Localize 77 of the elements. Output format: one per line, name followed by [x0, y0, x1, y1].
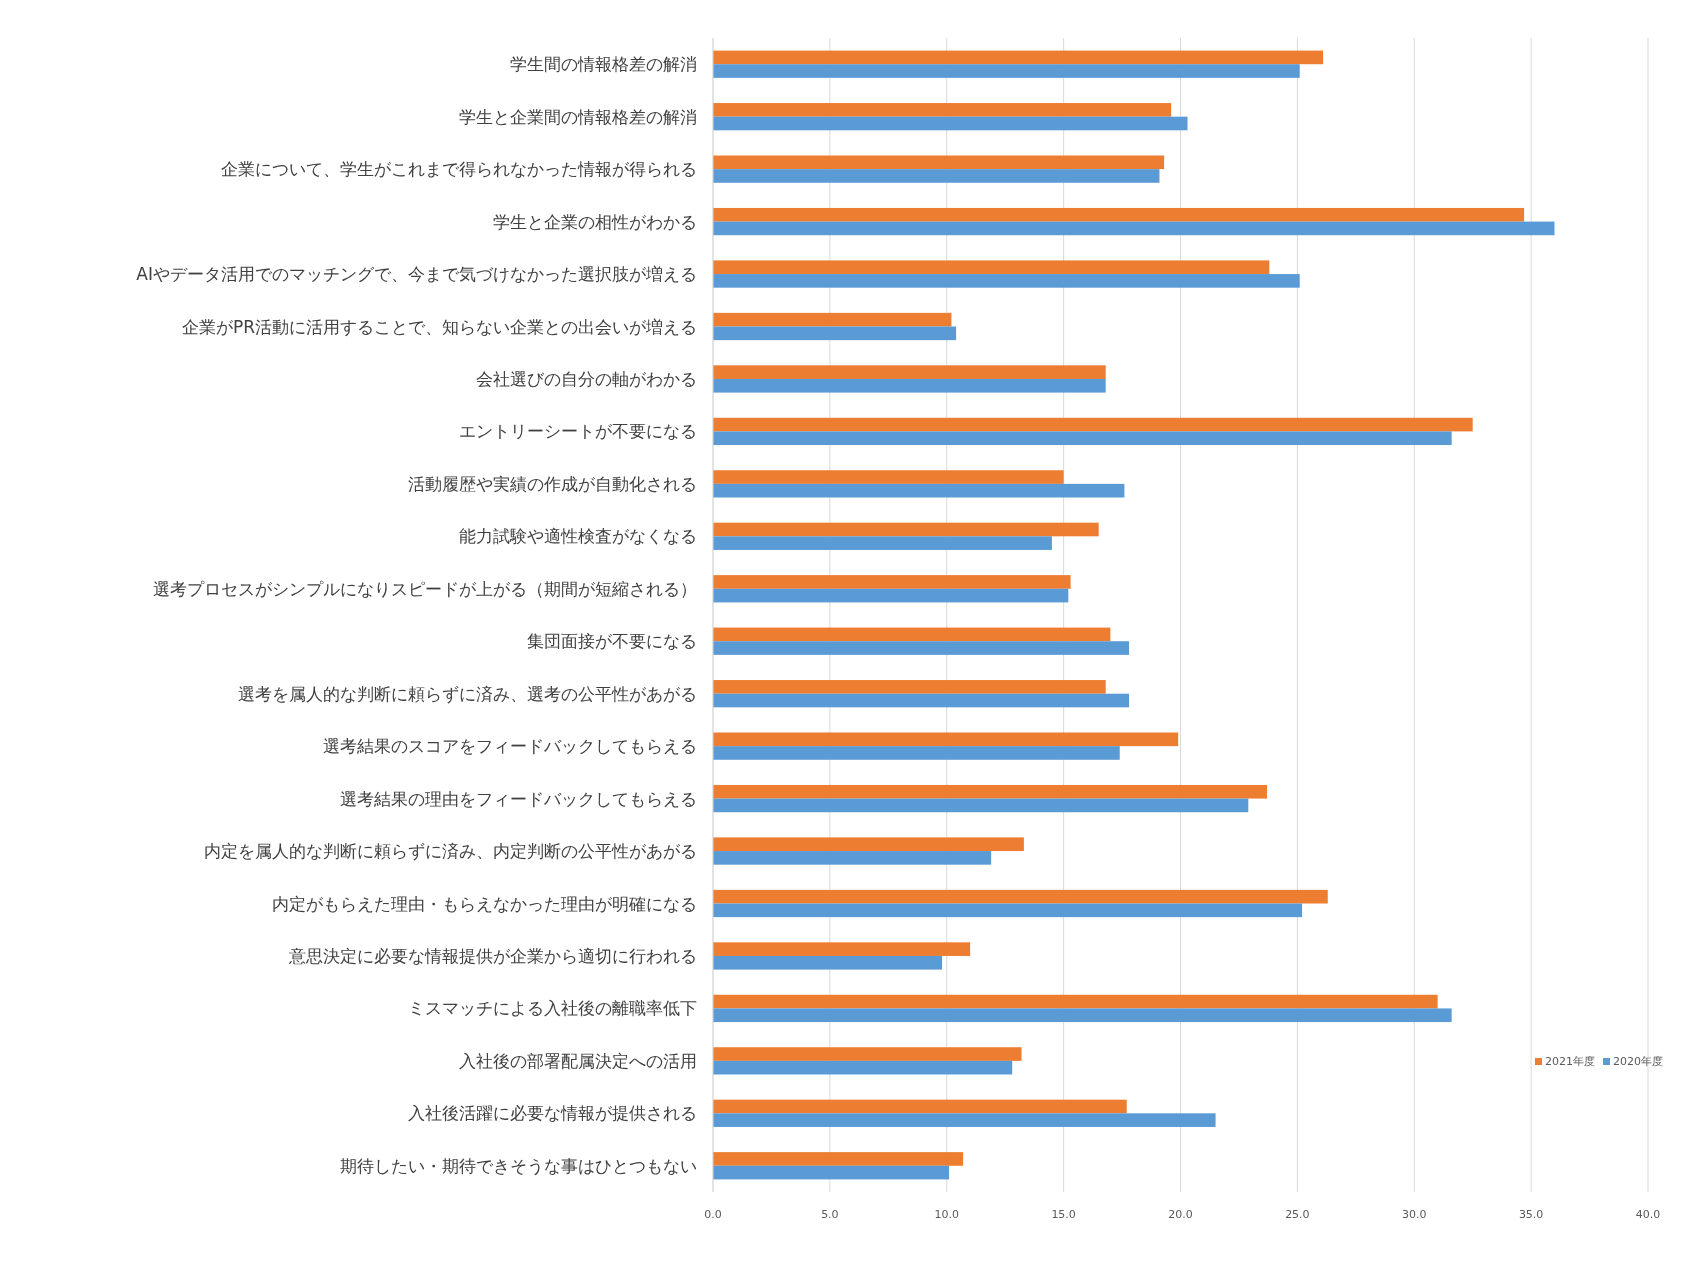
bar: [713, 365, 1106, 379]
bar: [713, 431, 1452, 446]
bar: [713, 575, 1071, 589]
bar: [713, 470, 1064, 484]
bar: [713, 64, 1300, 78]
bar: [713, 588, 1069, 603]
bar: [713, 889, 1328, 904]
bar: [713, 312, 952, 327]
bar: [713, 221, 1555, 236]
bar: [713, 116, 1188, 131]
y-tick-label: 選考を属人的な判断に頼らずに済み、選考の公平性があがる: [238, 683, 697, 704]
bar: [713, 1099, 1127, 1114]
y-tick-label: エントリーシートが不要になる: [459, 421, 697, 442]
x-tick-label: 20.0: [1168, 1208, 1193, 1221]
y-tick-label: 活動履歴や実績の作成が自動化される: [408, 473, 697, 494]
x-tick-label: 10.0: [934, 1208, 959, 1221]
bar: [713, 1113, 1216, 1127]
bar: [713, 536, 1052, 550]
y-tick-label: 選考プロセスがシンプルになりスピードが上がる（期間が短縮される）: [153, 578, 697, 599]
bar: [713, 169, 1160, 183]
bar: [713, 522, 1099, 537]
bar: [713, 1060, 1013, 1075]
y-tick-label: 学生間の情報格差の解消: [510, 54, 697, 75]
y-tick-label: 学生と企業の相性がわかる: [493, 211, 697, 232]
y-tick-label: 選考結果のスコアをフィードバックしてもらえる: [323, 736, 697, 757]
bar: [713, 732, 1179, 747]
y-tick-label: 集団面接が不要になる: [527, 631, 697, 652]
y-tick-label: 選考結果の理由をフィードバックしてもらえる: [340, 788, 697, 809]
bar: [713, 851, 992, 865]
x-tick-label: 35.0: [1518, 1208, 1544, 1221]
y-tick-label: 内定を属人的な判断に頼らずに済み、内定判断の公平性があがる: [204, 841, 697, 862]
bar: [713, 837, 1024, 852]
bar: [713, 1008, 1452, 1023]
bar: [713, 103, 1172, 117]
bar: [713, 693, 1130, 708]
y-tick-label: 期待したい・期待できそうな事はひとつもない: [340, 1155, 697, 1176]
bar: [713, 746, 1120, 760]
bar: [713, 994, 1438, 1009]
bar: [713, 326, 957, 341]
x-tick-label: 40.0: [1635, 1208, 1661, 1221]
x-tick-label: 25.0: [1285, 1208, 1310, 1221]
bar: [713, 680, 1106, 694]
y-tick-label: 入社後の部署配属決定への活用: [459, 1050, 697, 1071]
y-tick-label: 内定がもらえた理由・もらえなかった理由が明確になる: [272, 893, 697, 914]
legend-label: 2020年度: [1613, 1055, 1663, 1068]
y-tick-label: 学生と企業間の情報格差の解消: [459, 106, 697, 127]
legend-label: 2021年度: [1545, 1055, 1595, 1068]
bar: [713, 955, 943, 970]
x-tick-label: 0.0: [704, 1208, 722, 1221]
bar: [713, 784, 1267, 799]
bar: [713, 483, 1125, 498]
y-tick-label: ミスマッチによる入社後の離職率低下: [408, 998, 697, 1019]
bar: [713, 1152, 964, 1166]
y-tick-label: 入社後活躍に必要な情報が提供される: [408, 1103, 697, 1124]
bar: [713, 627, 1111, 642]
bar: [713, 641, 1130, 655]
bar: [713, 1165, 950, 1180]
x-tick-label: 15.0: [1051, 1208, 1076, 1221]
y-tick-label: 企業について、学生がこれまで得られなかった情報が得られる: [221, 159, 697, 180]
bar: [713, 207, 1525, 222]
y-tick-label: 会社選びの自分の軸がわかる: [476, 368, 697, 389]
bar: [713, 1047, 1022, 1061]
y-tick-label: 意思決定に必要な情報提供が企業から適切に行われる: [288, 945, 697, 966]
bar: [713, 798, 1249, 813]
y-tick-label: 企業がPR活動に活用することで、知らない企業との出会いが増える: [181, 316, 697, 337]
bar: [713, 155, 1165, 170]
x-tick-label: 30.0: [1402, 1208, 1427, 1221]
bar: [713, 274, 1300, 288]
bar: [713, 942, 971, 956]
bar: [713, 417, 1473, 432]
bar: [713, 903, 1303, 918]
bar: [713, 260, 1270, 275]
y-tick-label: AIやデータ活用でのマッチングで、今まで気づけなかった選択肢が増える: [136, 264, 697, 285]
y-tick-label: 能力試験や適性検査がなくなる: [459, 526, 697, 547]
bar: [713, 378, 1106, 393]
x-tick-label: 5.0: [821, 1208, 839, 1221]
bar: [713, 50, 1324, 65]
